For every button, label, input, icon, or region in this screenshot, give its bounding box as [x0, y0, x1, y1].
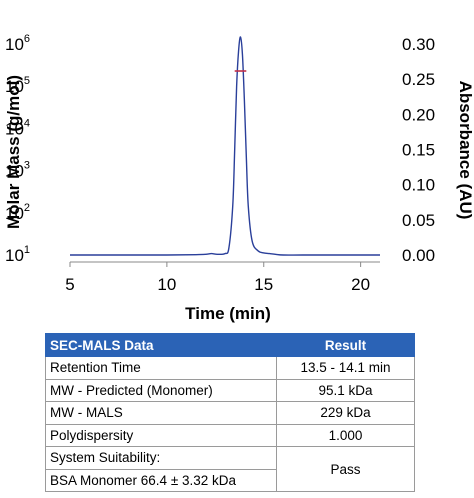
table-row: BSA Monomer 66.4 ± 3.32 kDa — [45, 468, 415, 492]
table-header-row: SEC-MALS Data Result — [45, 333, 415, 357]
left-tick-label: 104 — [5, 117, 30, 138]
table-row: MW - MALS 229 kDa — [45, 401, 415, 425]
row-value: 95.1 kDa — [276, 378, 415, 402]
left-axis-ticks: 101 102 103 104 105 106 — [5, 33, 30, 265]
right-tick-label: 0.30 — [402, 35, 435, 54]
row-value: 13.5 - 14.1 min — [276, 356, 415, 380]
table-row: Retention Time 13.5 - 14.1 min — [45, 356, 415, 380]
row-label: MW - Predicted (Monomer) — [45, 378, 277, 402]
row-value: 1.000 — [276, 423, 415, 447]
absorbance-trace — [70, 36, 380, 256]
table-row: MW - Predicted (Monomer) 95.1 kDa — [45, 378, 415, 402]
left-tick-label: 101 — [5, 244, 30, 265]
x-tick-label: 20 — [351, 275, 370, 294]
suitability-value: Pass — [276, 446, 415, 492]
row-label: MW - MALS — [45, 401, 277, 425]
left-tick-label: 105 — [5, 75, 30, 96]
right-axis-ticks: 0.00 0.05 0.10 0.15 0.20 0.25 0.30 — [402, 35, 435, 265]
x-tick-label: 5 — [65, 275, 74, 294]
series-layer — [70, 36, 380, 256]
suitability-label: System Suitability: — [45, 446, 277, 470]
left-tick-label: 106 — [5, 33, 30, 54]
x-axis-title: Time (min) — [185, 304, 271, 323]
right-tick-label: 0.20 — [402, 105, 435, 124]
left-tick-label: 103 — [5, 160, 30, 181]
header-sec-mals-data: SEC-MALS Data — [45, 333, 277, 357]
x-tick-label: 15 — [254, 275, 273, 294]
suitability-criterion: BSA Monomer 66.4 ± 3.32 kDa — [45, 468, 277, 492]
table-row: System Suitability: Pass — [45, 446, 415, 492]
right-tick-label: 0.25 — [402, 70, 435, 89]
row-value: 229 kDa — [276, 401, 415, 425]
row-label: Polydispersity — [45, 423, 277, 447]
table-row: Polydispersity 1.000 — [45, 423, 415, 447]
right-tick-label: 0.05 — [402, 211, 435, 230]
header-result: Result — [276, 333, 415, 357]
left-tick-label: 102 — [5, 202, 30, 223]
right-tick-label: 0.10 — [402, 176, 435, 195]
right-axis-title: Absorbance (AU) — [456, 81, 474, 220]
row-label: Retention Time — [45, 356, 277, 380]
left-axis-title: Molar Mass (g/mol) — [4, 75, 23, 229]
sec-mals-results-table: SEC-MALS Data Result Retention Time 13.5… — [45, 333, 415, 492]
right-tick-label: 0.15 — [402, 141, 435, 160]
x-axis-ticks: 5 10 15 20 — [65, 262, 370, 294]
right-tick-label: 0.00 — [402, 246, 435, 265]
x-tick-label: 10 — [157, 275, 176, 294]
